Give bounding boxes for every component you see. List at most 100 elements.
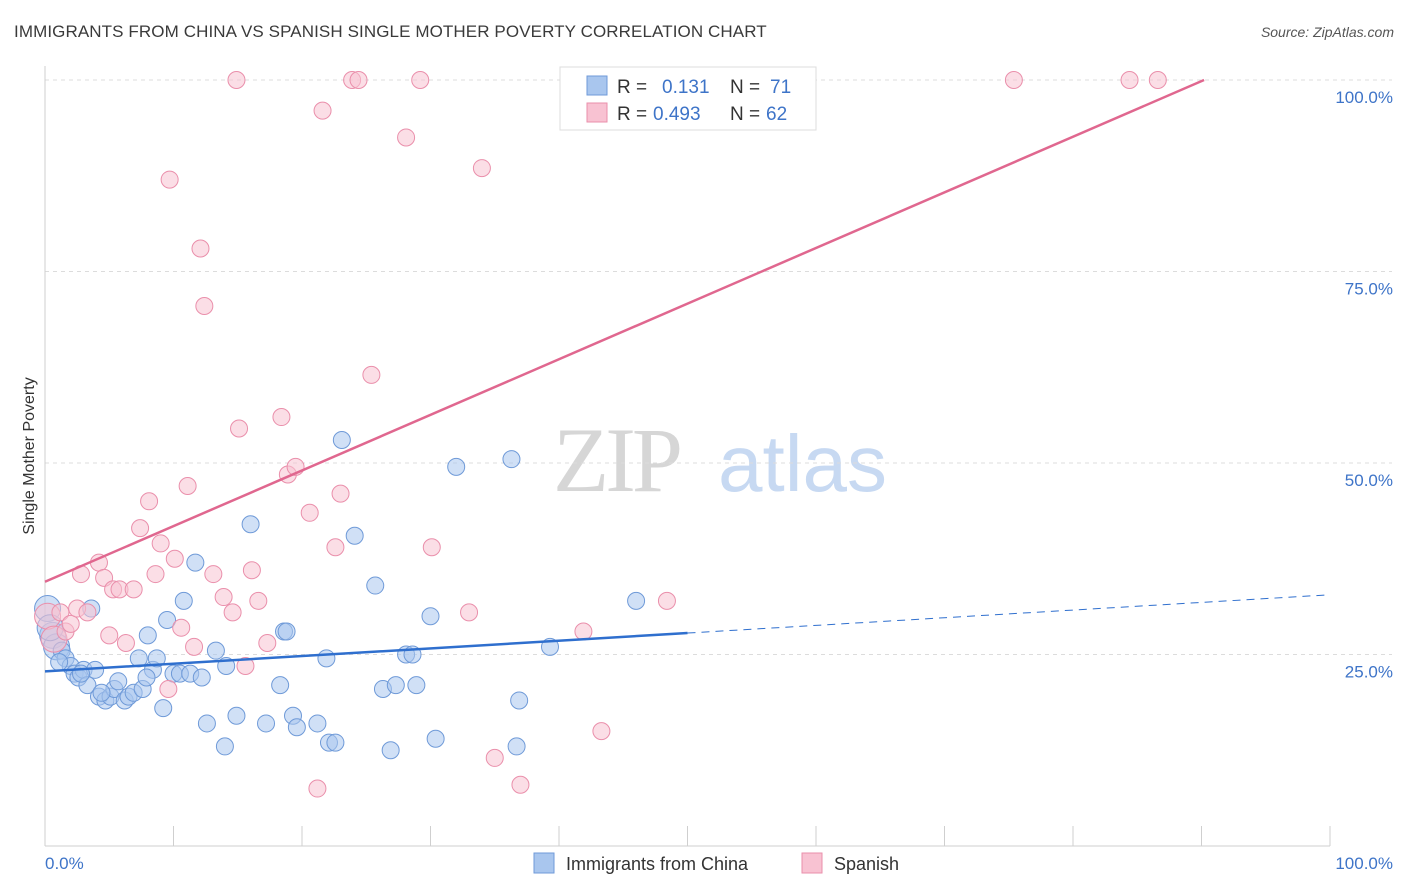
china-point [381,741,400,760]
china-point [197,714,216,733]
china-point [326,733,345,752]
spanish-point [159,679,178,698]
spanish-point [472,159,491,178]
spanish-point [1004,71,1023,89]
legend-swatch-spanish [586,102,608,123]
bottom-legend-swatch-spanish [801,852,823,874]
bottom-legend: Immigrants from China Spanish [533,852,899,874]
y-tick-label: 75.0% [1345,280,1393,299]
spanish-point [511,775,530,794]
spanish-point [131,519,150,538]
legend: R = 0.131 N = 71 R = 0.493 N = 62 [559,66,817,131]
legend-r-label-china: R = [617,77,647,98]
china-point [277,622,296,641]
spanish-point [485,748,504,767]
spanish-point [124,580,143,599]
china-point [154,699,173,718]
china-point [308,714,327,733]
trend-lines [44,78,1331,673]
china-point [158,611,177,630]
china-point [502,450,521,469]
spanish-point [349,71,368,89]
china-point [186,553,205,572]
bottom-legend-label-china: Immigrants from China [566,854,749,874]
china-trend-extension [687,594,1331,634]
spanish-point [308,779,327,798]
spanish-point [51,603,70,622]
china-point [227,706,246,725]
spanish-trend-line [44,78,1205,583]
china-point [50,653,69,672]
china-point [257,714,276,733]
china-point [421,607,440,626]
chart-title: IMMIGRANTS FROM CHINA VS SPANISH SINGLE … [14,22,767,41]
spanish-point [657,591,676,610]
china-point [192,668,211,687]
x-tick-label: 100.0% [1335,854,1393,873]
spanish-point [272,408,291,427]
axes [44,66,1331,847]
spanish-point [362,365,381,384]
spanish-point [1148,71,1167,89]
spanish-point [223,603,242,622]
spanish-point [411,71,430,89]
spanish-point [146,565,165,584]
spanish-point [185,637,204,656]
spanish-point [460,603,479,622]
watermark-zip: ZIP [553,409,680,511]
legend-n-value-china: 71 [770,77,791,98]
spanish-point [178,476,197,495]
spanish-point [313,101,332,120]
bottom-legend-label-spanish: Spanish [834,854,899,874]
china-point [109,672,128,691]
china-point [215,737,234,756]
bottom-legend-swatch-china [533,852,555,874]
legend-n-value-spanish: 62 [766,104,787,125]
chart-source: Source: ZipAtlas.com [1260,24,1394,40]
legend-r-value-spanish: 0.493 [653,104,701,125]
china-point [138,626,157,645]
spanish-point [422,538,441,557]
china-point [92,683,111,702]
china-point [241,515,260,534]
spanish-point [574,622,593,641]
spanish-point [61,614,80,633]
spanish-point [592,722,611,741]
y-axis-label: Single Mother Poverty [21,377,38,534]
china-point [386,676,405,695]
legend-r-label-spanish: R = [617,104,647,125]
spanish-point [116,634,135,653]
spanish-point [191,239,210,258]
spanish-point [160,170,179,189]
china-point [447,457,466,476]
data-points [34,71,1167,798]
tick-labels: 100.0% 75.0% 50.0% 25.0% 0.0% 100.0% [45,88,1393,873]
spanish-point [78,603,97,622]
spanish-point [331,484,350,503]
spanish-point [172,618,191,637]
spanish-point [249,591,268,610]
legend-n-label-china: N = [730,77,760,98]
y-tick-label: 50.0% [1345,471,1393,490]
spanish-point [326,538,345,557]
spanish-point [397,128,416,147]
china-point [345,526,364,545]
spanish-point [1120,71,1139,89]
y-tick-label: 25.0% [1345,663,1393,682]
spanish-point [214,588,233,607]
legend-n-label-spanish: N = [730,104,760,125]
spanish-point [236,656,255,675]
china-point [510,691,529,710]
china-point [332,431,351,450]
legend-r-value-china: 0.131 [662,77,710,98]
china-point [287,718,306,737]
x-tick-label: 0.0% [45,854,84,873]
china-point [627,591,646,610]
spanish-point [140,492,159,511]
y-tick-label: 100.0% [1335,88,1393,107]
china-point [206,641,225,660]
spanish-point [165,549,184,568]
china-point [271,676,290,695]
china-point [147,649,166,668]
